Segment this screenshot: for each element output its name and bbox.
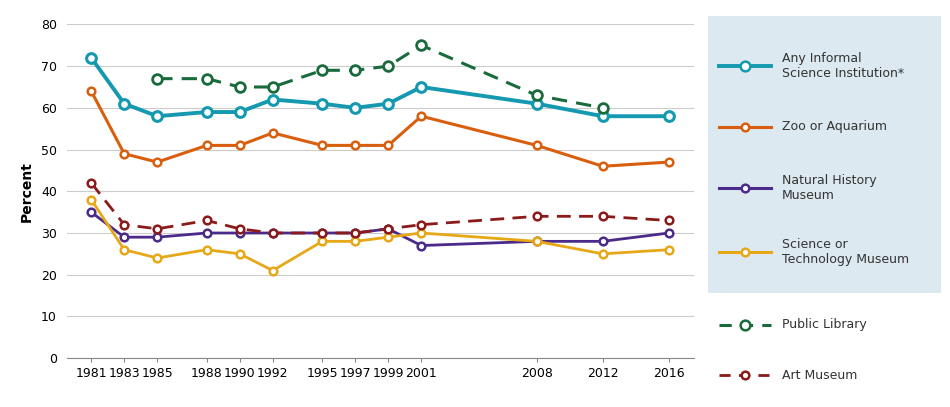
Text: Science or
Technology Museum: Science or Technology Museum — [782, 238, 909, 265]
Text: Any Informal
Science Institution*: Any Informal Science Institution* — [782, 52, 904, 80]
Text: Public Library: Public Library — [782, 318, 867, 331]
Text: Art Museum: Art Museum — [782, 369, 858, 382]
Text: Zoo or Aquarium: Zoo or Aquarium — [782, 120, 887, 133]
Text: Natural History
Museum: Natural History Museum — [782, 174, 877, 202]
Y-axis label: Percent: Percent — [20, 161, 34, 222]
